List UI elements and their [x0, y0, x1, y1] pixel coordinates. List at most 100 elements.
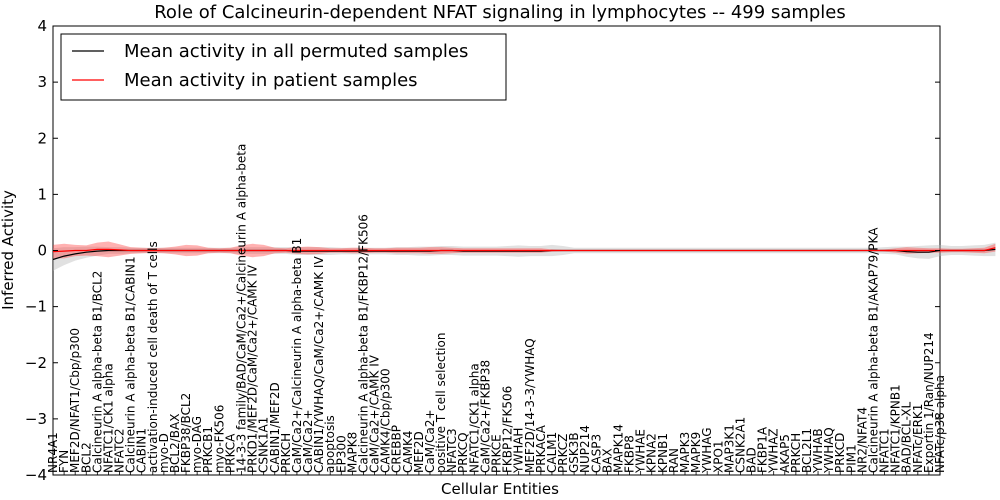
point-series-1-54	[651, 250, 652, 251]
point-series-1-45	[551, 250, 552, 251]
x-tick-label: MEF2D/14-3-3/YWHAQ	[523, 338, 537, 473]
x-tick-label: MAPK14	[612, 424, 626, 473]
x-tick-label: CABIN1/YWHAQ/CaM/Ca2+/CAMK IV	[312, 256, 326, 473]
point-series-1-44	[540, 250, 541, 251]
point-series-1-24	[319, 250, 320, 251]
x-tick-label: Calcineurin A alpha-beta B1/CABIN1	[124, 256, 138, 473]
point-series-1-36	[452, 250, 453, 251]
x-tick-label: CaM/Ca2+	[301, 409, 315, 473]
x-tick-label: NR2/NFAT4	[855, 407, 869, 473]
x-tick-label: Calcineurin A alpha-beta B1/BCL2	[90, 271, 104, 473]
x-tick-label: CaM/Ca2+/FKBP38	[478, 360, 492, 473]
y-tick-label: −2	[25, 354, 47, 372]
y-axis-label: Inferred Activity	[0, 190, 17, 310]
x-tick-label: FKBP8	[623, 435, 637, 473]
x-tick-label: NFATC1	[878, 428, 892, 473]
point-series-0-1	[64, 256, 65, 257]
x-tick-label: BCL2/BAX	[168, 414, 182, 473]
x-tick-label: CABIN1/MEF2D	[268, 382, 282, 473]
point-series-1-12	[186, 250, 187, 251]
point-series-1-27	[352, 250, 353, 251]
point-series-1-20	[274, 250, 275, 251]
x-tick-label: AKAP5	[778, 434, 792, 473]
point-series-1-13	[197, 250, 198, 251]
x-tick-label: MAPK8	[345, 432, 359, 473]
x-tick-label: CaM/Ca2+	[423, 409, 437, 473]
x-tick-label: PRKCD	[833, 433, 847, 473]
y-tick-label: 3	[37, 73, 47, 91]
x-tick-label: CABIN1	[135, 428, 149, 473]
point-series-1-15	[219, 250, 220, 251]
point-series-1-0	[52, 251, 53, 252]
y-tick-label: 1	[37, 185, 47, 203]
y-tick-label: 2	[37, 129, 47, 147]
x-tick-label: PRKCH	[789, 433, 803, 473]
point-series-1-65	[773, 250, 774, 251]
point-series-1-7	[130, 250, 131, 251]
x-tick-label: BCL2	[79, 442, 93, 473]
point-series-1-3	[86, 250, 87, 251]
x-tick-label: activation-induced cell death of T cells	[146, 241, 160, 473]
point-series-1-73	[862, 250, 863, 251]
x-tick-label: NFATC1/KPNB1	[889, 384, 903, 473]
point-series-1-33	[418, 250, 419, 251]
point-series-1-38	[474, 250, 475, 251]
x-tick-label: NR4A1	[46, 432, 60, 473]
x-tick-label: MAPK3	[678, 432, 692, 473]
point-series-1-37	[463, 250, 464, 251]
x-tick-label: PRKCB1	[201, 426, 215, 473]
point-series-1-23	[307, 250, 308, 251]
point-series-0-3	[86, 252, 87, 253]
x-tick-label: CASP3	[589, 434, 603, 473]
point-series-1-32	[407, 250, 408, 251]
x-tick-label: NUP214	[578, 425, 592, 473]
point-series-1-60	[718, 250, 719, 251]
y-tick-label: 4	[37, 17, 47, 35]
legend-box	[60, 33, 507, 101]
point-series-0-77	[906, 251, 907, 252]
point-series-0-0	[52, 259, 53, 260]
point-series-1-64	[762, 250, 763, 251]
x-tick-label: myo-DAG	[190, 416, 204, 473]
legend-label-patient: Mean activity in patient samples	[124, 70, 418, 91]
point-series-1-39	[485, 250, 486, 251]
x-tick-label: apoptosis	[323, 415, 337, 473]
legend-label-permuted: Mean activity in all permuted samples	[124, 41, 468, 62]
point-series-1-18	[252, 250, 253, 251]
x-axis-label: Cellular Entities	[441, 480, 559, 498]
point-series-1-8	[141, 250, 142, 251]
y-tick-label: 0	[37, 242, 47, 260]
point-series-1-62	[740, 250, 741, 251]
x-tick-label: CSNK1A1	[257, 417, 271, 473]
series-lines	[52, 247, 996, 261]
point-series-1-5	[108, 249, 109, 250]
point-series-1-67	[795, 250, 796, 251]
point-series-1-4	[97, 249, 98, 250]
x-tick-label: PRKCQ	[456, 432, 470, 473]
x-axis: NR4A1FYNMEF2D/NFAT1/Cbp/p300BCL2Calcineu…	[46, 144, 947, 475]
point-series-1-68	[806, 250, 807, 251]
point-series-0-85	[995, 249, 996, 250]
x-tick-label: 14-3-3 family/BAD/CaM/Ca2+/Calcineurin A…	[235, 144, 249, 473]
point-series-1-16	[230, 250, 231, 251]
point-series-1-81	[951, 250, 952, 251]
point-series-1-46	[562, 250, 563, 251]
x-tick-label: YWHAZ	[767, 428, 781, 474]
point-series-1-70	[829, 250, 830, 251]
x-tick-label: FKBP12/FK506	[501, 386, 515, 473]
x-tick-label: CAMK4/Cbp/p300	[379, 368, 393, 473]
x-tick-label: myo-FK506	[212, 405, 226, 473]
point-series-1-10	[163, 250, 164, 251]
x-tick-label: MEF2D	[412, 431, 426, 473]
band-series-0	[53, 242, 996, 271]
x-tick-label: CSNK2A1	[733, 417, 747, 473]
confidence-bands	[53, 241, 996, 271]
x-tick-label: positive T cell selection	[434, 333, 448, 473]
point-series-1-82	[962, 250, 963, 251]
x-tick-label: NFATC1/CK1 alpha	[101, 363, 115, 473]
line-series-1	[52, 247, 996, 253]
x-tick-label: PRKCE	[490, 434, 504, 473]
x-tick-label: BAD/BCL-XL	[900, 401, 914, 473]
x-tick-label: BAX	[600, 448, 614, 473]
